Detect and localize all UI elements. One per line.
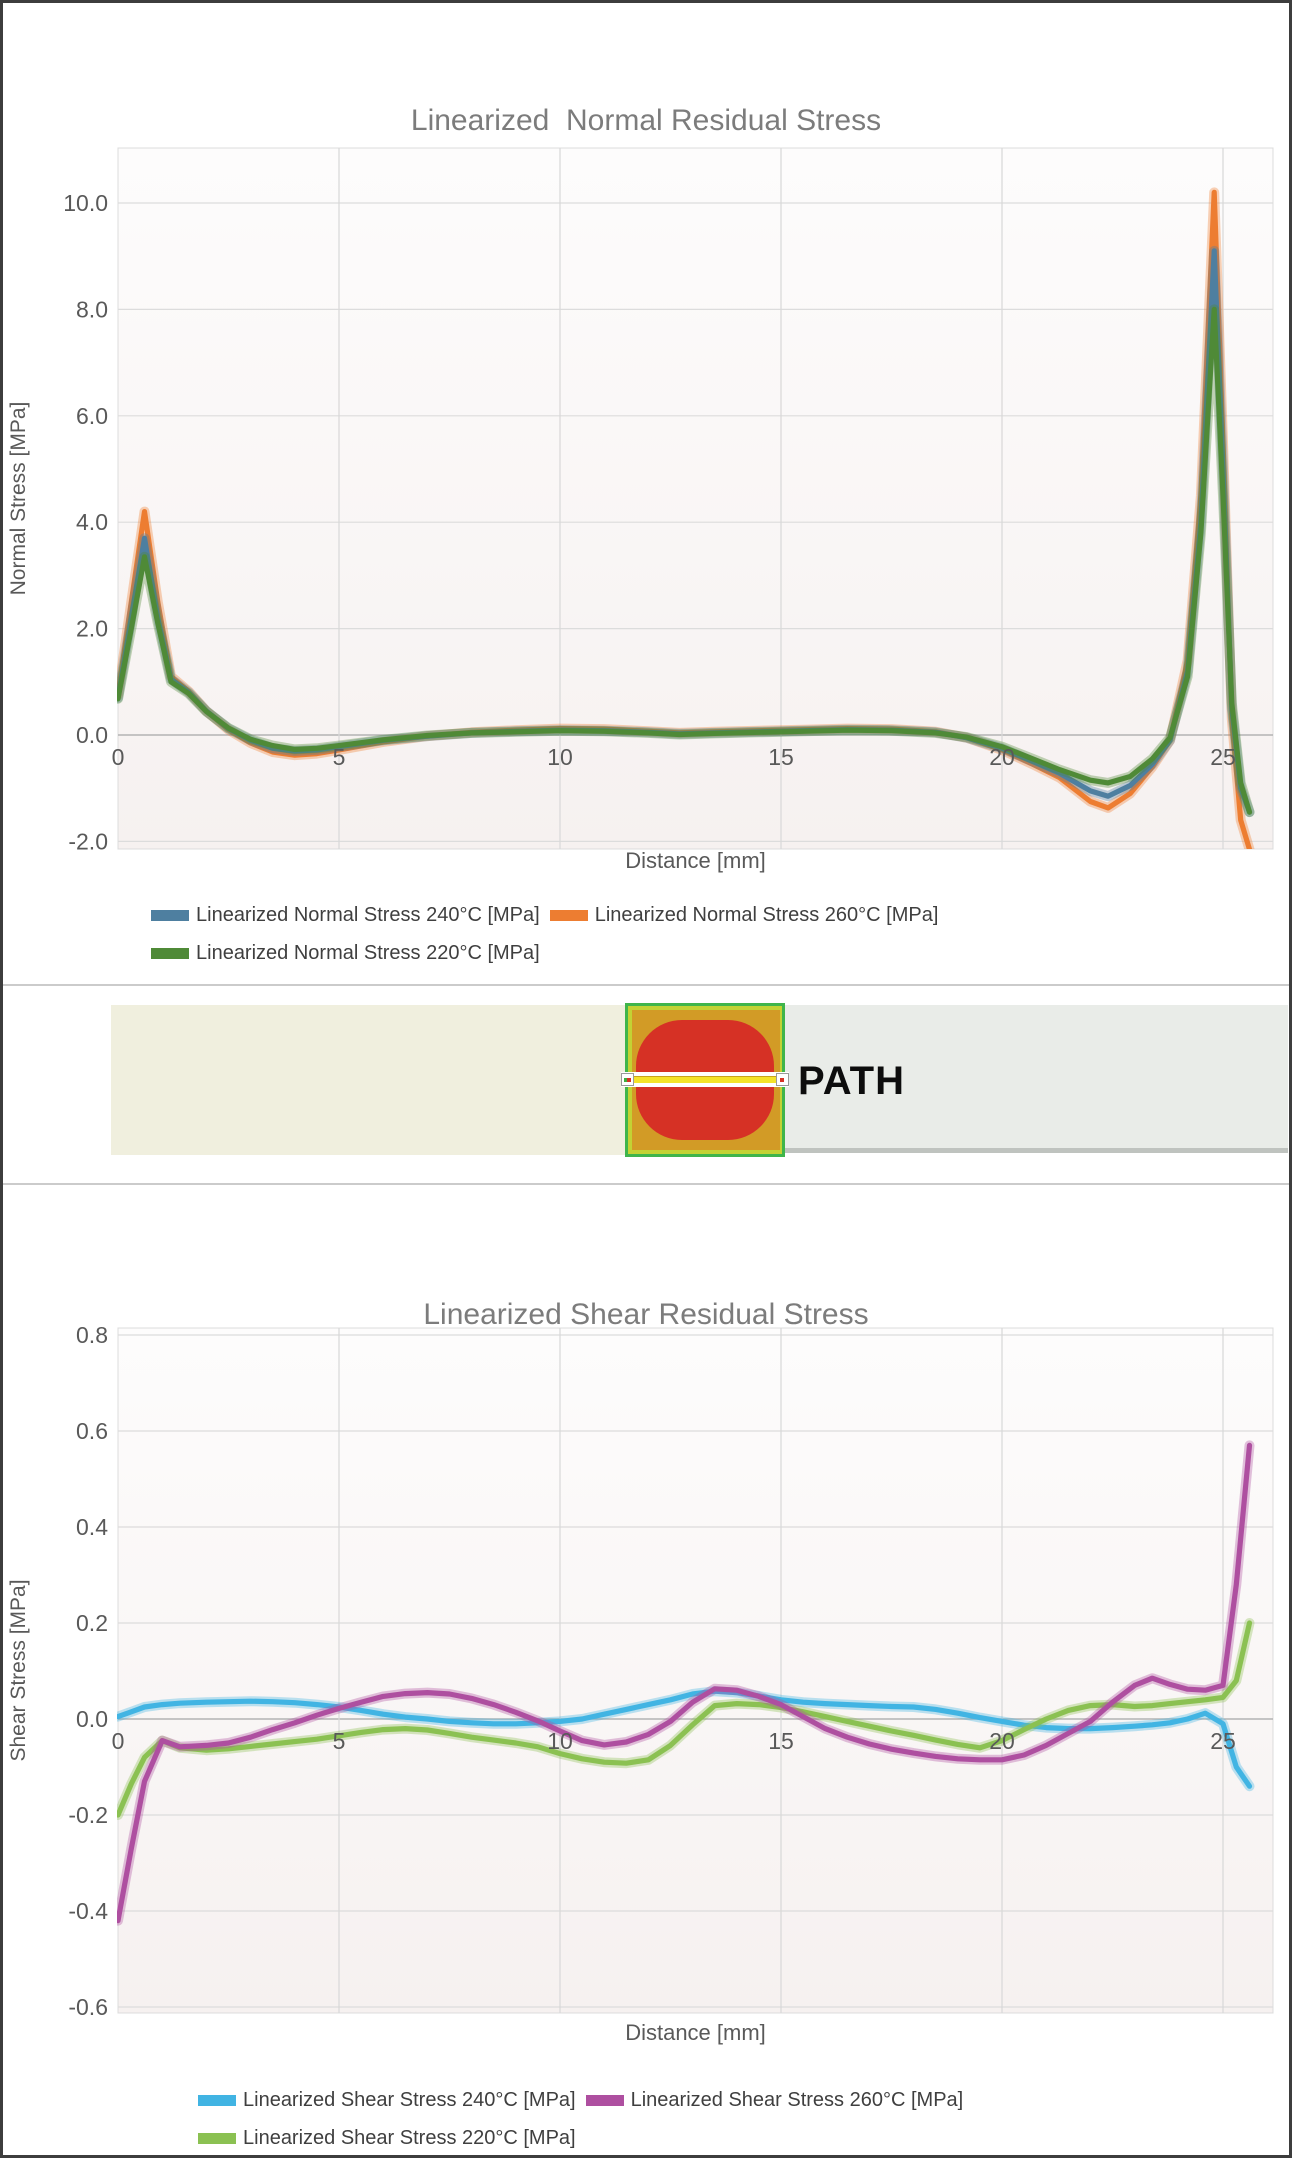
y-tick-label: 0.0: [76, 1706, 108, 1732]
x-tick-label: 5: [333, 1728, 346, 1754]
series-line-0: [117, 1688, 1253, 1789]
x-tick-label: 5: [333, 744, 346, 770]
y-tick-label: 0.8: [76, 1322, 108, 1348]
y-tick-label: 10.0: [63, 190, 108, 216]
x-tick-label: 10: [547, 744, 573, 770]
y-tick-label: 8.0: [76, 296, 108, 322]
y-tick-label: 2.0: [76, 616, 108, 642]
normal-chart-legend: Linearized Normal Stress 240°C [MPa] Line…: [151, 896, 948, 972]
legend-item: Linearized Shear Stress 220°C [MPa]: [198, 2127, 576, 2150]
y-tick-label: -0.4: [68, 1898, 108, 1924]
legend-item: Linearized Normal Stress 240°C [MPa]: [151, 904, 540, 927]
legend-label: Linearized Normal Stress 260°C [MPa]: [594, 903, 939, 926]
series-lines: [117, 187, 1255, 849]
x-tick-label: 20: [989, 744, 1015, 770]
legend-swatch-icon: [151, 909, 189, 921]
path-end-marker-icon: [776, 1073, 789, 1086]
plot-area: [117, 1327, 1274, 2014]
series-line-1: [117, 1442, 1253, 1924]
section-divider-top: [3, 984, 1289, 986]
shear-chart-title-line1: Linearized Shear Residual Stress: [423, 1298, 869, 1331]
gridlines: [118, 1328, 1273, 2013]
series-line-2: [117, 1620, 1253, 1818]
legend-item: Linearized Normal Stress 260°C [MPa]: [549, 903, 939, 927]
legend-label: Linearized Shear Stress 240°C [MPa]: [243, 2088, 576, 2111]
x-axis-title: Distance [mm]: [625, 2020, 766, 2045]
legend-swatch-icon: [549, 909, 588, 921]
y-tick-label: 0.0: [76, 722, 108, 748]
y-tick-label: 0.4: [76, 1514, 108, 1540]
path-label: PATH: [798, 1059, 905, 1103]
normal-stress-chart: 10.0 8.0 6.0 4.0 2.0 0.0 -2.0 0 5 10 15 20 25 Distanc…: [7, 147, 1274, 873]
legend-swatch-icon: [585, 2094, 624, 2106]
legend-label: Linearized Shear Stress 260°C [MPa]: [630, 2088, 964, 2111]
shear-stress-chart: 0.8 0.6 0.4 0.2 0.0 -0.2 -0.4 -0.6 0 5 10 15 20 25 Dis…: [7, 1322, 1274, 2045]
legend-swatch-icon: [198, 2132, 236, 2144]
x-tick-label: 25: [1210, 744, 1236, 770]
legend-label: Linearized Normal Stress 240°C [MPa]: [196, 903, 540, 926]
y-axis-title: Normal Stress [MPa]: [7, 402, 30, 596]
legend-item: Linearized Normal Stress 220°C [MPa]: [151, 942, 540, 965]
y-tick-label: -2.0: [68, 828, 108, 854]
legend-item: Linearized Shear Stress 260°C [MPa]: [585, 2088, 964, 2112]
gridlines: [118, 148, 1273, 849]
y-tick-label: 4.0: [76, 509, 108, 535]
weld-cross-section-image: [621, 1003, 789, 1157]
legend-item: Linearized Shear Stress 240°C [MPa]: [198, 2089, 576, 2112]
cross-section-left-region: [111, 1005, 625, 1155]
shear-chart-legend: Linearized Shear Stress 240°C [MPa] Linea…: [198, 2081, 973, 2155]
y-tick-label: 0.2: [76, 1610, 108, 1636]
x-tick-label: 10: [547, 1728, 573, 1754]
y-axis-title: Shear Stress [MPa]: [7, 1579, 30, 1761]
x-tick-label: 0: [112, 1728, 125, 1754]
legend-swatch-icon: [198, 2094, 236, 2106]
x-tick-label: 15: [768, 744, 794, 770]
x-tick-label: 0: [112, 744, 125, 770]
path-line: [621, 1072, 789, 1087]
cross-section-right-region: [785, 1005, 1288, 1153]
series-line-2: [117, 306, 1253, 815]
axis-labels: 0.8 0.6 0.4 0.2 0.0 -0.2 -0.4 -0.6 0 5 10 15 20 25 Dis…: [7, 1322, 1236, 2045]
axis-labels: 10.0 8.0 6.0 4.0 2.0 0.0 -2.0 0 5 10 15 20 25 Distanc…: [7, 190, 1236, 873]
path-start-marker-icon: [621, 1073, 634, 1086]
x-tick-label: 15: [768, 1728, 794, 1754]
y-tick-label: -0.2: [68, 1802, 108, 1828]
y-tick-label: 0.6: [76, 1418, 108, 1444]
series-lines: [117, 1440, 1255, 1926]
x-tick-label: 20: [989, 1728, 1015, 1754]
y-tick-label: 6.0: [76, 403, 108, 429]
legend-label: Linearized Normal Stress 220°C [MPa]: [196, 941, 540, 964]
section-divider-bottom: [3, 1183, 1289, 1185]
path-line-core: [631, 1076, 779, 1083]
x-tick-label: 25: [1210, 1728, 1236, 1754]
x-axis-title: Distance [mm]: [625, 848, 766, 873]
legend-swatch-icon: [151, 947, 189, 959]
normal-chart-title-line1: Linearized Normal Residual Stress: [410, 104, 882, 137]
y-tick-label: -0.6: [68, 1994, 108, 2020]
legend-label: Linearized Shear Stress 220°C [MPa]: [243, 2126, 576, 2149]
